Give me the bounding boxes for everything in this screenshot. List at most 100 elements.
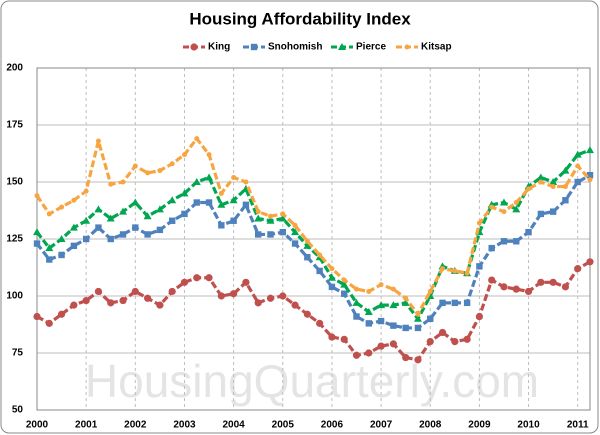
marker xyxy=(451,338,459,346)
marker xyxy=(317,252,323,258)
chart-title: Housing Affordability Index xyxy=(189,9,411,28)
marker xyxy=(205,274,213,282)
marker xyxy=(549,178,558,185)
marker xyxy=(390,322,397,329)
marker xyxy=(119,296,127,305)
marker xyxy=(536,173,545,181)
marker xyxy=(562,184,568,190)
x-tick-label: 2003 xyxy=(173,420,196,431)
marker xyxy=(83,188,89,194)
y-tick-label: 50 xyxy=(12,405,24,416)
marker xyxy=(549,278,557,286)
marker xyxy=(267,213,273,219)
marker xyxy=(292,222,298,228)
marker xyxy=(303,241,312,249)
marker xyxy=(192,178,201,185)
marker xyxy=(489,204,495,210)
series-line xyxy=(35,148,591,322)
marker xyxy=(107,299,115,307)
marker xyxy=(71,197,77,203)
legend-label: Kitsap xyxy=(421,42,452,53)
marker xyxy=(475,312,483,321)
marker xyxy=(303,310,311,318)
marker xyxy=(205,199,213,206)
marker xyxy=(464,270,470,276)
marker xyxy=(354,286,360,292)
marker xyxy=(168,217,176,224)
x-tick-label: 2008 xyxy=(419,420,442,431)
marker xyxy=(403,295,409,301)
marker xyxy=(156,226,164,234)
x-tick-label: 2002 xyxy=(124,420,147,431)
x-tick-label: 2004 xyxy=(222,420,245,431)
marker xyxy=(304,238,310,244)
marker xyxy=(316,319,324,327)
marker xyxy=(107,235,114,243)
marker xyxy=(46,211,52,217)
marker xyxy=(414,324,422,332)
marker xyxy=(144,294,152,302)
legend-label: Pierce xyxy=(356,42,386,53)
marker xyxy=(401,298,410,306)
marker xyxy=(82,216,91,224)
marker xyxy=(438,328,447,337)
marker xyxy=(352,351,361,359)
marker xyxy=(267,231,274,238)
marker xyxy=(328,333,336,341)
marker xyxy=(340,335,348,343)
marker xyxy=(193,274,201,282)
marker xyxy=(328,283,336,291)
marker xyxy=(243,179,249,185)
y-tick-label: 150 xyxy=(6,177,23,188)
marker xyxy=(266,216,275,224)
marker xyxy=(217,292,225,300)
marker xyxy=(94,205,103,213)
marker xyxy=(132,163,138,169)
marker xyxy=(452,268,458,274)
marker xyxy=(131,287,139,296)
marker xyxy=(59,204,65,210)
marker xyxy=(168,287,176,296)
marker xyxy=(476,220,482,226)
marker xyxy=(512,205,521,213)
marker xyxy=(108,181,114,187)
marker xyxy=(34,193,40,199)
series-line xyxy=(35,173,591,330)
marker xyxy=(279,228,286,236)
marker xyxy=(561,166,570,174)
y-tick-label: 125 xyxy=(6,234,23,245)
marker xyxy=(365,320,372,327)
marker xyxy=(190,43,198,51)
marker xyxy=(586,146,594,154)
marker xyxy=(501,209,507,215)
marker xyxy=(488,244,495,252)
marker xyxy=(463,299,471,307)
marker xyxy=(525,228,532,236)
marker xyxy=(389,340,397,348)
marker xyxy=(95,138,101,144)
marker xyxy=(329,266,335,272)
marker xyxy=(144,231,151,238)
marker xyxy=(500,238,508,245)
marker xyxy=(33,228,41,236)
marker xyxy=(586,258,594,266)
marker xyxy=(255,209,261,215)
marker xyxy=(402,324,409,332)
marker xyxy=(181,210,188,218)
marker xyxy=(562,197,569,204)
marker xyxy=(255,231,262,238)
marker xyxy=(242,278,250,286)
marker xyxy=(279,292,287,300)
marker xyxy=(413,314,422,322)
marker xyxy=(57,235,66,242)
x-tick-label: 2005 xyxy=(272,420,295,431)
x-tick-label: 2011 xyxy=(567,420,589,431)
marker xyxy=(451,299,459,307)
marker xyxy=(132,224,139,231)
marker xyxy=(181,152,187,158)
marker xyxy=(180,278,189,286)
x-tick-label: 2007 xyxy=(370,420,393,431)
marker xyxy=(33,240,41,247)
marker xyxy=(463,335,471,343)
marker xyxy=(561,283,570,291)
